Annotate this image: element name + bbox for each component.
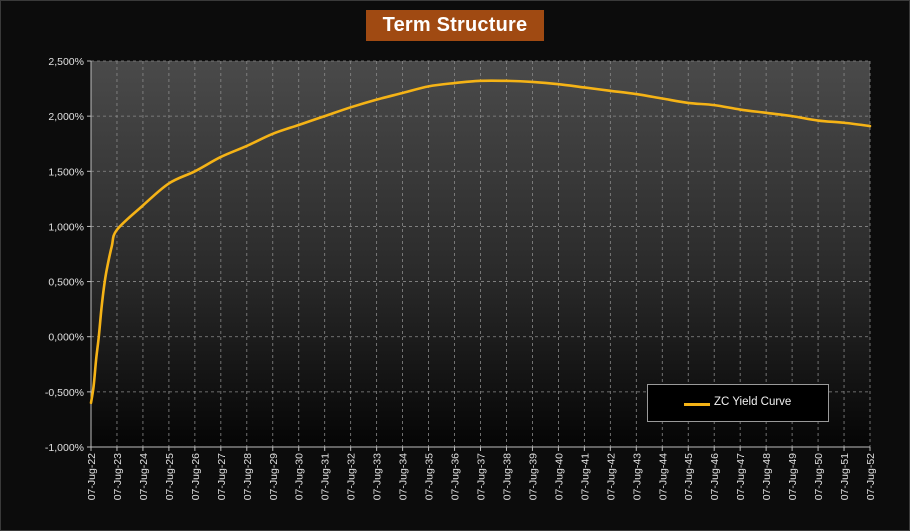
x-tick-label: 07-Jug-52 (865, 453, 877, 500)
legend-swatch (684, 403, 710, 406)
x-tick-label: 07-Jug-28 (242, 453, 254, 500)
x-tick-label: 07-Jug-27 (216, 453, 228, 500)
chart-title: Term Structure (366, 10, 544, 41)
x-axis-ticks: 07-Jug-22 07-Jug-23 07-Jug-24 07-Jug-25 07-J… (86, 447, 877, 500)
x-tick-label: 07-Jug-37 (476, 453, 488, 500)
x-tick-label: 07-Jug-50 (813, 453, 825, 500)
legend-label: ZC Yield Curve (714, 396, 792, 408)
x-tick-label: 07-Jug-43 (631, 453, 643, 500)
x-tick-label: 07-Jug-40 (553, 453, 565, 500)
x-tick-label: 07-Jug-33 (372, 453, 384, 500)
x-tick-label: 07-Jug-34 (398, 453, 410, 500)
legend: ZC Yield Curve (647, 384, 829, 422)
y-tick-label: 2,000% (48, 111, 84, 123)
x-tick-label: 07-Jug-41 (579, 453, 591, 500)
series-line-zc-yield-curve (89, 79, 872, 405)
x-tick-label: 07-Jug-22 (86, 453, 98, 500)
x-tick-label: 07-Jug-32 (346, 453, 358, 500)
x-tick-label: 07-Jug-49 (787, 453, 799, 500)
x-tick-label: 07-Jug-42 (605, 453, 617, 500)
x-tick-label: 07-Jug-44 (657, 453, 669, 500)
y-tick-label: -0,500% (45, 387, 84, 399)
y-tick-label: 0,500% (48, 277, 84, 289)
y-axis-ticks: 2,500% 2,000% 1,500% 1,000% 0,500% 0,000% -0,5… (45, 56, 91, 454)
x-tick-label: 07-Jug-39 (527, 453, 539, 500)
series-layer (89, 79, 872, 405)
y-tick-label: 1,000% (48, 221, 84, 233)
x-tick-label: 07-Jug-46 (709, 453, 721, 500)
x-tick-label: 07-Jug-48 (761, 453, 773, 500)
x-tick-label: 07-Jug-29 (268, 453, 280, 500)
x-tick-label: 07-Jug-24 (138, 453, 150, 500)
x-tick-label: 07-Jug-38 (501, 453, 513, 500)
x-tick-label: 07-Jug-47 (735, 453, 747, 500)
y-tick-label: 2,500% (48, 56, 84, 68)
x-tick-label: 07-Jug-26 (190, 453, 202, 500)
x-tick-label: 07-Jug-23 (112, 453, 124, 500)
x-tick-label: 07-Jug-25 (164, 453, 176, 500)
x-tick-label: 07-Jug-31 (320, 453, 332, 500)
y-tick-label: 0,000% (48, 332, 84, 344)
x-tick-label: 07-Jug-35 (424, 453, 436, 500)
x-tick-label: 07-Jug-36 (450, 453, 462, 500)
y-tick-label: 1,500% (48, 166, 84, 178)
y-tick-label: -1,000% (45, 442, 84, 454)
x-tick-label: 07-Jug-45 (683, 453, 695, 500)
x-tick-label: 07-Jug-51 (839, 453, 851, 500)
x-tick-label: 07-Jug-30 (294, 453, 306, 500)
